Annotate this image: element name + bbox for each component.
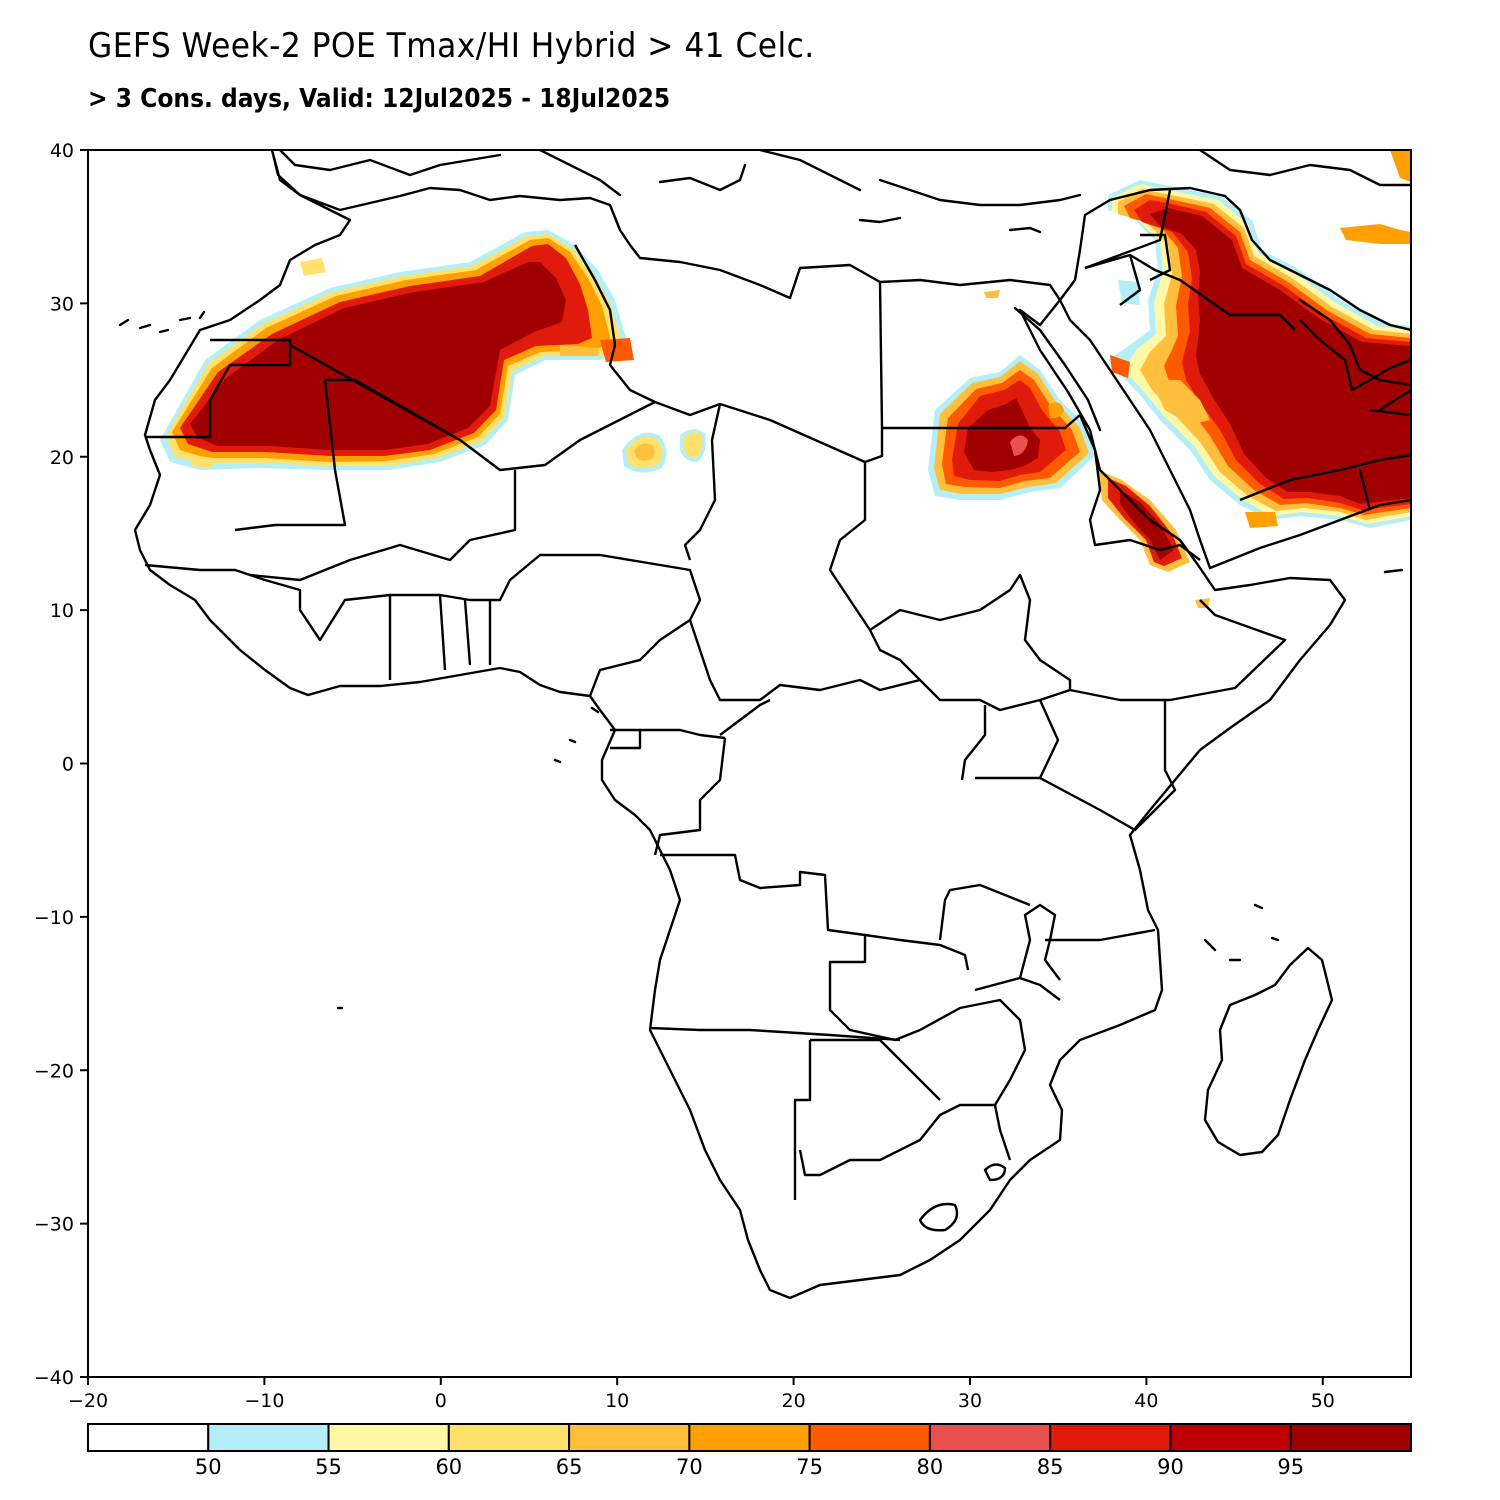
colorbar-swatch [447, 1423, 571, 1452]
colorbar-swatch [1289, 1423, 1413, 1452]
colorbar-label: 75 [796, 1455, 823, 1479]
y-tick-label: −10 [34, 907, 74, 929]
x-tick-label: −20 [68, 1390, 108, 1412]
x-tick-label: 10 [605, 1390, 629, 1412]
colorbar-label: 65 [556, 1455, 583, 1479]
coastlines [118, 150, 1411, 1300]
y-tick-label: −40 [34, 1367, 74, 1389]
colorbar-label: 55 [315, 1455, 342, 1479]
niger-hotspots [622, 429, 706, 473]
colorbar-swatch [1049, 1423, 1172, 1452]
y-tick-label: −20 [34, 1060, 74, 1082]
x-tick-label: 30 [958, 1390, 982, 1412]
colorbar-label: 90 [1157, 1455, 1184, 1479]
eritrea-hotspot [1098, 470, 1210, 608]
y-tick-label: −30 [34, 1214, 74, 1236]
colorbar-swatch [87, 1423, 210, 1452]
colorbar-swatch [568, 1423, 691, 1452]
chart-subtitle: > 3 Cons. days, Valid: 12Jul2025 - 18Jul… [88, 84, 671, 114]
colorbar-swatch [327, 1423, 450, 1452]
colorbar-swatch [928, 1423, 1052, 1452]
colorbar-swatch [207, 1423, 330, 1452]
y-tick-label: 0 [62, 754, 74, 776]
colorbar-label: 60 [435, 1455, 462, 1479]
arabia-hotspot [1108, 150, 1411, 528]
egypt-patch [984, 290, 1000, 298]
colorbar: 50 55 60 65 70 75 80 85 90 95 [87, 1423, 1413, 1479]
y-tick-label: 30 [50, 293, 74, 315]
x-tick-label: 40 [1134, 1390, 1158, 1412]
colorbar-swatch [1169, 1423, 1292, 1452]
y-tick-label: 20 [50, 447, 74, 469]
colorbar-label: 80 [917, 1455, 944, 1479]
colorbar-label: 85 [1037, 1455, 1064, 1479]
x-tick-label: −10 [244, 1390, 284, 1412]
x-tick-label: 50 [1311, 1390, 1335, 1412]
y-tick-label: 10 [50, 600, 74, 622]
colorbar-label: 95 [1277, 1455, 1304, 1479]
probability-shading [160, 150, 1411, 608]
x-tick-label: 20 [782, 1390, 806, 1412]
chart-title: GEFS Week-2 POE Tmax/HI Hybrid > 41 Celc… [88, 26, 815, 66]
colorbar-label: 70 [676, 1455, 703, 1479]
country-borders [144, 189, 1411, 1232]
colorbar-label: 50 [195, 1455, 222, 1479]
x-tick-label: 0 [435, 1390, 447, 1412]
colorbar-swatch [688, 1423, 811, 1452]
colorbar-swatch [808, 1423, 931, 1452]
y-tick-label: 40 [50, 140, 74, 162]
axis-ticks: −20 −10 0 10 20 30 40 50 −40 −30 −20 −10 0 10 20 30 40 [34, 140, 1335, 1412]
sahara-hotspot [160, 230, 634, 470]
